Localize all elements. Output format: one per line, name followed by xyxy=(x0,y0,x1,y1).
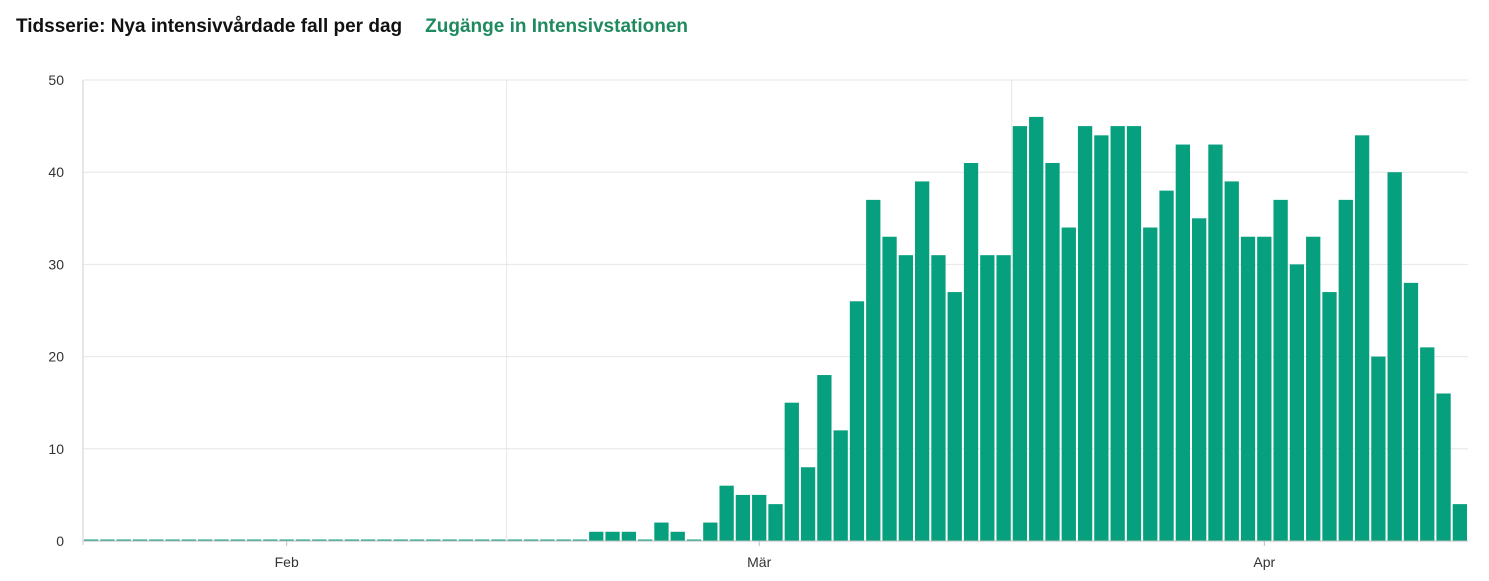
bar xyxy=(621,531,636,541)
bar xyxy=(328,539,343,541)
bar xyxy=(1045,162,1060,542)
bar xyxy=(947,292,962,541)
chart-header: Tidsserie: Nya intensivvårdade fall per … xyxy=(16,16,688,38)
x-tick-label: Apr xyxy=(1253,554,1275,570)
bar xyxy=(1289,264,1305,541)
bar xyxy=(833,430,848,541)
bar xyxy=(1110,126,1125,541)
bar xyxy=(393,539,408,541)
bar xyxy=(523,539,539,541)
bar xyxy=(768,504,783,541)
bar xyxy=(882,236,897,542)
bar xyxy=(409,539,425,541)
bar xyxy=(1208,144,1223,542)
chart-subtitle: Zugänge in Intensivstationen xyxy=(425,16,688,37)
x-tick-label: Mär xyxy=(747,554,771,570)
bar xyxy=(735,494,751,541)
bar xyxy=(898,255,913,541)
bar xyxy=(1143,227,1158,541)
bar xyxy=(670,531,685,541)
bar xyxy=(605,531,620,541)
bar xyxy=(1306,236,1321,542)
bar xyxy=(638,539,653,541)
bar xyxy=(866,199,881,542)
bar xyxy=(361,539,376,541)
bar xyxy=(263,539,278,541)
y-tick-label: 0 xyxy=(56,533,64,549)
bar xyxy=(540,539,555,541)
bar xyxy=(442,539,457,541)
bar xyxy=(246,539,262,541)
bar xyxy=(181,539,197,541)
bar xyxy=(915,181,930,542)
bar xyxy=(1338,199,1353,542)
bar xyxy=(686,539,702,541)
y-tick-label: 50 xyxy=(48,72,64,88)
bar xyxy=(1436,393,1451,541)
bar xyxy=(654,522,669,541)
y-tick-label: 30 xyxy=(48,256,64,272)
bar xyxy=(719,485,734,541)
bar xyxy=(572,539,588,541)
y-tick-label: 10 xyxy=(48,441,64,457)
bar xyxy=(1403,282,1419,541)
bar xyxy=(996,255,1011,541)
bar xyxy=(1126,126,1142,541)
bar xyxy=(132,539,148,541)
bar xyxy=(149,539,164,541)
bar xyxy=(312,539,327,541)
bar xyxy=(849,301,865,541)
bar xyxy=(817,375,832,541)
bar xyxy=(230,539,245,541)
bar xyxy=(295,539,311,541)
x-tick-label: Feb xyxy=(275,554,299,570)
bar xyxy=(1452,504,1467,541)
bar xyxy=(116,539,131,541)
bar xyxy=(1387,172,1402,541)
bar xyxy=(1240,236,1256,542)
bar xyxy=(475,539,490,541)
bar xyxy=(165,539,180,541)
bar xyxy=(1159,190,1174,541)
bar xyxy=(752,494,767,541)
bar xyxy=(931,255,946,541)
bar xyxy=(963,162,979,542)
bar xyxy=(377,539,392,541)
bar xyxy=(1257,236,1272,542)
bar xyxy=(556,539,571,541)
bar xyxy=(344,539,359,541)
bar xyxy=(491,539,506,541)
bar xyxy=(1012,126,1028,541)
bar xyxy=(1192,218,1207,542)
bar xyxy=(1322,292,1337,541)
bar xyxy=(703,522,718,541)
bar xyxy=(100,539,115,541)
bar xyxy=(1420,347,1435,541)
bar xyxy=(458,539,474,541)
bar xyxy=(1077,126,1093,541)
bar xyxy=(1371,356,1386,541)
bar xyxy=(800,467,816,541)
bar xyxy=(1029,116,1044,541)
bar xyxy=(980,255,995,541)
bar xyxy=(1354,135,1370,541)
chart-title: Tidsserie: Nya intensivvårdade fall per … xyxy=(16,16,403,37)
y-tick-label: 20 xyxy=(48,349,64,365)
bar xyxy=(1094,135,1109,541)
y-tick-label: 40 xyxy=(48,164,64,180)
bar xyxy=(1224,181,1239,542)
bar xyxy=(1273,199,1288,542)
bar xyxy=(214,539,229,541)
bar xyxy=(507,539,522,541)
bar xyxy=(198,539,213,541)
bar xyxy=(279,539,294,541)
bar xyxy=(426,539,441,541)
bar xyxy=(1175,144,1190,542)
bar xyxy=(84,539,99,541)
bar xyxy=(1061,227,1076,541)
bar xyxy=(589,531,604,541)
bar xyxy=(784,402,799,541)
